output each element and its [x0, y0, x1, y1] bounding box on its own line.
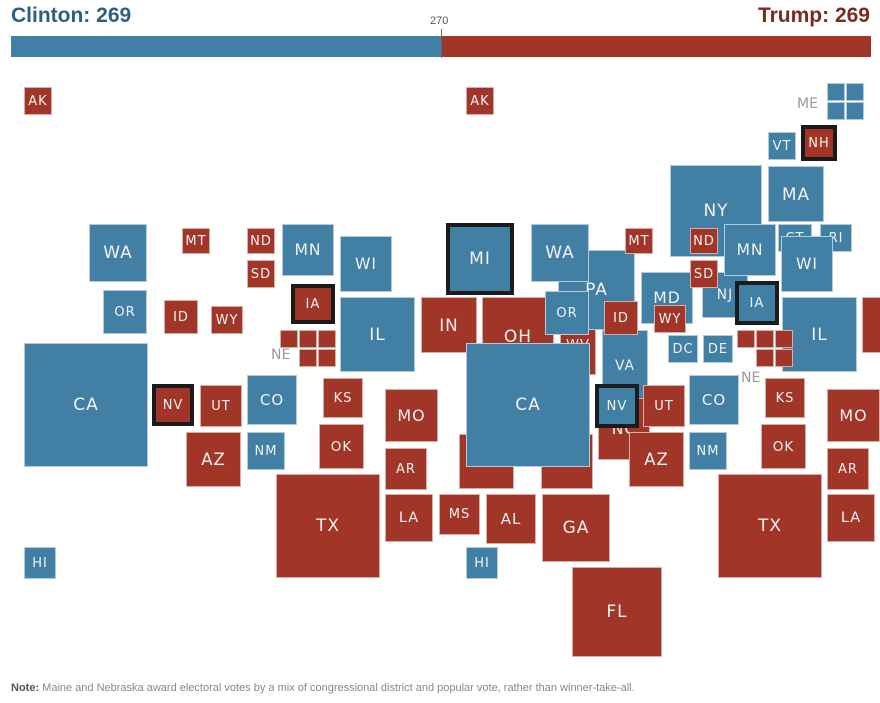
state-tile-hi[interactable]: HI — [466, 547, 498, 579]
state-tile-la[interactable]: LA — [385, 494, 433, 542]
state-tile-ak[interactable]: AK — [24, 87, 52, 115]
split-state-label: NE — [741, 370, 761, 386]
note-text: Maine and Nebraska award electoral votes… — [39, 682, 635, 694]
district-tile-ne[interactable] — [280, 330, 298, 348]
state-tile-wy[interactable]: WY — [211, 306, 243, 334]
state-tile-ia[interactable]: IA — [735, 281, 779, 325]
state-tile-mn[interactable]: MN — [724, 224, 776, 276]
state-tile-il[interactable]: IL — [782, 297, 857, 372]
state-tile-vt[interactable]: VT — [768, 132, 796, 160]
state-tile-ok[interactable]: OK — [761, 424, 806, 469]
state-tile-ok[interactable]: OK — [319, 424, 364, 469]
state-tile-co[interactable]: CO — [689, 375, 739, 425]
state-tile-mi[interactable]: MI — [446, 223, 514, 295]
state-tile-nh[interactable]: NH — [801, 125, 837, 161]
note-label: Note: — [11, 682, 40, 694]
state-tile-la[interactable]: LA — [827, 494, 875, 542]
threshold-label: 270 — [430, 15, 449, 27]
state-tile-mt[interactable]: MT — [182, 228, 210, 254]
district-tile-ne[interactable] — [756, 330, 774, 348]
district-tile-ne[interactable] — [318, 349, 336, 367]
state-tile-wa[interactable]: WA — [531, 224, 589, 282]
state-tile-fl[interactable]: FL — [572, 567, 662, 657]
state-tile-wa[interactable]: WA — [89, 224, 147, 282]
split-state-label: ME — [797, 96, 818, 112]
state-tile-ca[interactable]: CA — [24, 343, 148, 467]
district-tile-ne[interactable] — [737, 330, 755, 348]
state-tile-mt[interactable]: MT — [625, 228, 653, 254]
state-tile-ks[interactable]: KS — [765, 378, 805, 418]
state-tile-ut[interactable]: UT — [643, 385, 685, 427]
state-tile-ar[interactable]: AR — [827, 448, 869, 490]
state-tile-ak[interactable]: AK — [466, 87, 494, 115]
state-tile-hi[interactable]: HI — [24, 547, 56, 579]
state-tile-co[interactable]: CO — [247, 375, 297, 425]
district-tile-me[interactable] — [827, 102, 845, 120]
state-tile-de[interactable]: DE — [703, 335, 733, 363]
state-tile-sd[interactable]: SD — [247, 260, 275, 288]
district-tile-me[interactable] — [846, 83, 864, 101]
district-tile-me[interactable] — [846, 102, 864, 120]
state-tile-ks[interactable]: KS — [323, 378, 363, 418]
state-tile-tx[interactable]: TX — [718, 474, 822, 578]
state-tile-mo[interactable]: MO — [827, 389, 880, 442]
district-tile-ne[interactable] — [756, 349, 774, 367]
state-tile-ca[interactable]: CA — [466, 343, 590, 467]
state-tile-ga[interactable]: GA — [542, 494, 610, 562]
state-tile-sd[interactable]: SD — [690, 260, 718, 288]
trump-total: Trump: 269 — [757, 4, 870, 27]
state-tile-ar[interactable]: AR — [385, 448, 427, 490]
state-tile-nv[interactable]: NV — [595, 384, 639, 428]
state-tile-partial[interactable] — [862, 297, 880, 353]
state-tile-al[interactable]: AL — [486, 494, 536, 544]
state-tile-nd[interactable]: ND — [247, 228, 275, 254]
state-tile-il[interactable]: IL — [340, 297, 415, 372]
footnote: Note: Maine and Nebraska award electoral… — [11, 682, 635, 694]
state-tile-nm[interactable]: NM — [247, 432, 285, 470]
district-tile-ne[interactable] — [299, 330, 317, 348]
district-tile-me[interactable] — [827, 83, 845, 101]
threshold-marker — [441, 29, 442, 58]
district-tile-ne[interactable] — [775, 349, 793, 367]
state-tile-nv[interactable]: NV — [152, 384, 194, 426]
state-tile-id[interactable]: ID — [164, 300, 198, 334]
clinton-total: Clinton: 269 — [11, 4, 132, 27]
district-tile-ne[interactable] — [299, 349, 317, 367]
state-tile-nd[interactable]: ND — [690, 228, 718, 254]
state-tile-or[interactable]: OR — [103, 290, 147, 334]
state-tile-or[interactable]: OR — [545, 291, 589, 335]
state-tile-dc[interactable]: DC — [668, 335, 698, 363]
state-tile-id[interactable]: ID — [604, 301, 638, 335]
state-tile-ia[interactable]: IA — [291, 284, 335, 324]
state-tile-mo[interactable]: MO — [385, 389, 438, 442]
state-tile-ms[interactable]: MS — [439, 494, 480, 535]
clinton-bar-fill — [11, 36, 441, 57]
state-tile-nm[interactable]: NM — [689, 432, 727, 470]
district-tile-ne[interactable] — [775, 330, 793, 348]
split-state-label: NE — [271, 347, 291, 363]
state-tile-wi[interactable]: WI — [340, 236, 392, 292]
district-tile-ne[interactable] — [318, 330, 336, 348]
state-tile-az[interactable]: AZ — [186, 432, 241, 487]
state-tile-mn[interactable]: MN — [282, 224, 334, 276]
state-tile-wy[interactable]: WY — [654, 305, 686, 333]
state-tile-ut[interactable]: UT — [200, 385, 242, 427]
state-tile-tx[interactable]: TX — [276, 474, 380, 578]
state-tile-ma[interactable]: MA — [768, 166, 824, 222]
state-tile-az[interactable]: AZ — [629, 432, 684, 487]
state-tile-wi[interactable]: WI — [781, 236, 833, 292]
